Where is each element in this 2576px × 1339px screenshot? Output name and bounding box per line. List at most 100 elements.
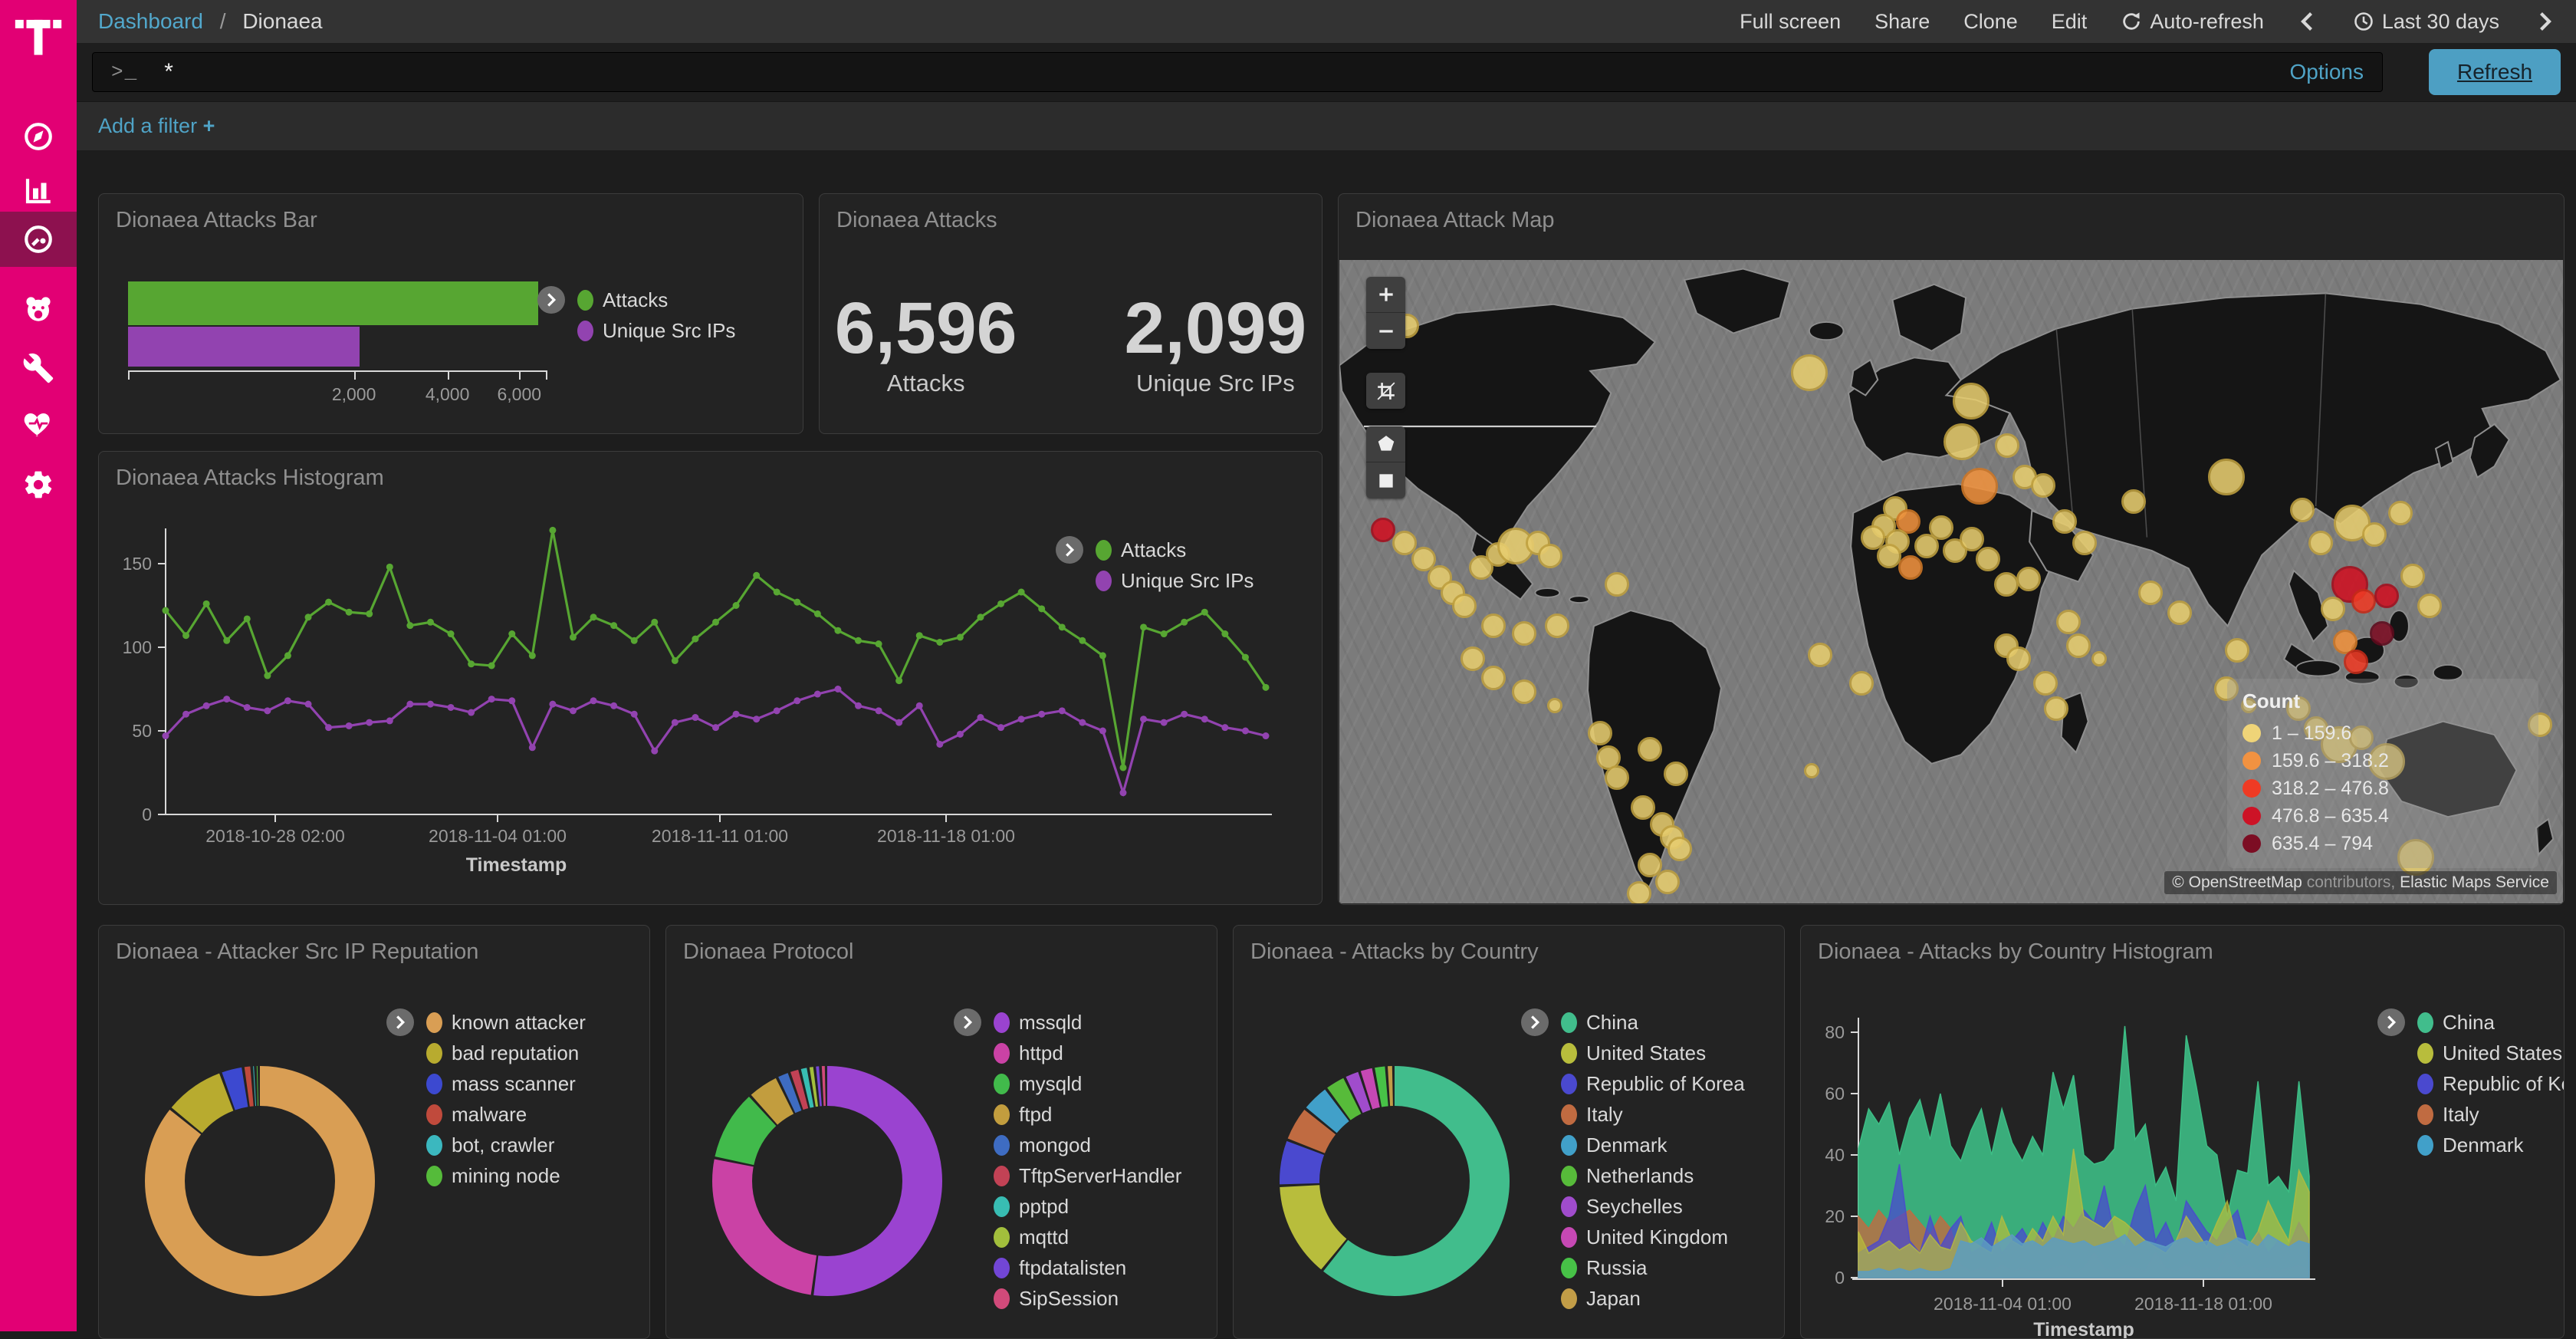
- legend-item[interactable]: China: [1561, 1007, 1745, 1038]
- refresh-button[interactable]: Refresh: [2429, 49, 2561, 95]
- legend-label: mqttd: [1019, 1225, 1070, 1249]
- share-button[interactable]: Share: [1875, 9, 1930, 33]
- attack-bubble: [2240, 697, 2256, 713]
- filter-bar: Add a filter +: [77, 101, 2576, 150]
- clock-icon: [2354, 12, 2373, 31]
- attack-bubble: [2303, 716, 2328, 741]
- legend-item[interactable]: TftpServerHandler: [994, 1160, 1181, 1191]
- legend-label: bot, crawler: [452, 1133, 555, 1156]
- legend-item[interactable]: bot, crawler: [426, 1130, 586, 1160]
- attack-bubble: [2208, 458, 2246, 495]
- legend-toggle-icon[interactable]: [386, 1008, 414, 1036]
- chevron-left-icon: [2300, 12, 2312, 31]
- legend-item[interactable]: ftpd: [994, 1099, 1181, 1130]
- legend-toggle-icon[interactable]: [1056, 536, 1083, 564]
- attack-bubble: [2308, 531, 2333, 556]
- sidebar-item-timelion[interactable]: [0, 281, 77, 337]
- legend-item[interactable]: mysqld: [994, 1068, 1181, 1099]
- legend-item[interactable]: Republic of Korea: [1561, 1068, 1745, 1099]
- legend-item[interactable]: Unique Src IPs: [1096, 565, 1254, 596]
- attack-bubble: [2387, 500, 2413, 525]
- legend-toggle-icon[interactable]: [2377, 1008, 2405, 1036]
- legend-item[interactable]: malware: [426, 1099, 586, 1130]
- bar-unique-src-ips[interactable]: [128, 327, 360, 367]
- search-input[interactable]: >_ * Options: [92, 52, 2383, 92]
- clone-button[interactable]: Clone: [1963, 9, 2018, 33]
- legend-label: httpd: [1019, 1041, 1063, 1064]
- time-forward-button[interactable]: [2533, 11, 2555, 32]
- osm-link[interactable]: © OpenStreetMap: [2172, 873, 2302, 891]
- legend-item[interactable]: mining node: [426, 1160, 586, 1191]
- add-filter-link[interactable]: Add a filter +: [98, 114, 215, 137]
- legend-item[interactable]: pptpd: [994, 1191, 1181, 1222]
- legend-item[interactable]: Attacks: [577, 285, 735, 315]
- legend-toggle-icon[interactable]: [954, 1008, 981, 1036]
- legend-item[interactable]: mass scanner: [426, 1068, 586, 1099]
- legend-label: SipSession: [1019, 1286, 1119, 1310]
- draw-polygon-button[interactable]: [1366, 426, 1405, 462]
- time-back-button[interactable]: [2298, 11, 2319, 32]
- time-range-picker[interactable]: Last 30 days: [2353, 10, 2499, 34]
- legend-item[interactable]: Italy: [2417, 1099, 2564, 1130]
- edit-button[interactable]: Edit: [2051, 9, 2088, 33]
- legend-color-dot: [994, 1012, 1010, 1033]
- wrench-icon: [23, 353, 54, 383]
- legend-item[interactable]: httpd: [994, 1038, 1181, 1068]
- attack-bubble: [1481, 613, 1506, 638]
- svg-text:2018-11-18 01:00: 2018-11-18 01:00: [2134, 1294, 2272, 1314]
- bear-icon: [26, 297, 51, 321]
- sidebar-item-management[interactable]: [0, 457, 77, 512]
- legend-item[interactable]: SipSession: [994, 1283, 1181, 1314]
- legend-item[interactable]: China: [2417, 1007, 2564, 1038]
- legend-item[interactable]: Seychelles: [1561, 1191, 1745, 1222]
- sidebar-item-dev-tools[interactable]: [0, 341, 77, 396]
- legend-item[interactable]: Netherlands: [1561, 1160, 1745, 1191]
- sidebar-item-discover[interactable]: [0, 109, 77, 164]
- legend-item[interactable]: mongod: [994, 1130, 1181, 1160]
- legend-item[interactable]: Denmark: [1561, 1130, 1745, 1160]
- legend-item[interactable]: mqttd: [994, 1222, 1181, 1252]
- zoom-out-button[interactable]: [1366, 313, 1405, 349]
- legend-item[interactable]: ftpdatalisten: [994, 1252, 1181, 1283]
- legend-label: Netherlands: [1586, 1163, 1694, 1187]
- sidebar-item-monitoring[interactable]: [0, 396, 77, 452]
- legend-toggle-icon[interactable]: [1521, 1008, 1549, 1036]
- legend-item[interactable]: Denmark: [2417, 1130, 2564, 1160]
- legend-item[interactable]: mssqld: [994, 1007, 1181, 1038]
- legend-item[interactable]: United States: [1561, 1038, 1745, 1068]
- legend-label: Denmark: [1586, 1133, 1668, 1156]
- attack-bubble: [2138, 580, 2164, 605]
- legend-toggle-icon[interactable]: [537, 286, 565, 314]
- legend-item[interactable]: Republic of Korea: [2417, 1068, 2564, 1099]
- legend-item[interactable]: Attacks: [1096, 535, 1254, 565]
- legend-color-dot: [2242, 752, 2261, 770]
- legend-item[interactable]: bad reputation: [426, 1038, 586, 1068]
- sidebar-item-dashboard[interactable]: [0, 212, 77, 267]
- legend-item[interactable]: known attacker: [426, 1007, 586, 1038]
- legend-item[interactable]: Russia: [1561, 1252, 1745, 1283]
- legend-color-dot: [1096, 539, 1112, 561]
- svg-text:0: 0: [1835, 1268, 1845, 1288]
- legend-item[interactable]: Japan: [1561, 1283, 1745, 1314]
- full-screen-button[interactable]: Full screen: [1740, 9, 1842, 33]
- panel-attacks-bar: Dionaea Attacks Bar 2,000 4,000 6,000 Atta…: [98, 193, 803, 434]
- legend-label: Unique Src IPs: [603, 318, 736, 342]
- legend-item[interactable]: Unique Src IPs: [577, 315, 735, 346]
- fit-bounds-button[interactable]: [1366, 373, 1405, 409]
- bar-attacks[interactable]: [128, 281, 538, 325]
- draw-rectangle-button[interactable]: [1366, 462, 1405, 498]
- auto-refresh-button[interactable]: Auto-refresh: [2121, 10, 2264, 34]
- legend-item[interactable]: United Kingdom: [1561, 1222, 1745, 1252]
- world-map[interactable]: Count 1 – 159.6 159.6 – 318.2 318.2 – 476.…: [1339, 260, 2563, 903]
- zoom-in-button[interactable]: [1366, 277, 1405, 313]
- legend-item[interactable]: United States: [2417, 1038, 2564, 1068]
- legend-item[interactable]: Italy: [1561, 1099, 1745, 1130]
- sidebar-item-visualize[interactable]: [0, 163, 77, 219]
- legend-color-dot: [426, 1073, 442, 1094]
- ems-link[interactable]: Elastic Maps Service: [2400, 873, 2549, 891]
- attack-bubble: [1630, 795, 1655, 820]
- legend-range-label: 159.6 – 318.2: [2272, 749, 2389, 771]
- options-link[interactable]: Options: [2289, 60, 2364, 84]
- breadcrumb-dashboard-link[interactable]: Dashboard: [98, 9, 203, 33]
- attack-bubble: [2348, 725, 2374, 751]
